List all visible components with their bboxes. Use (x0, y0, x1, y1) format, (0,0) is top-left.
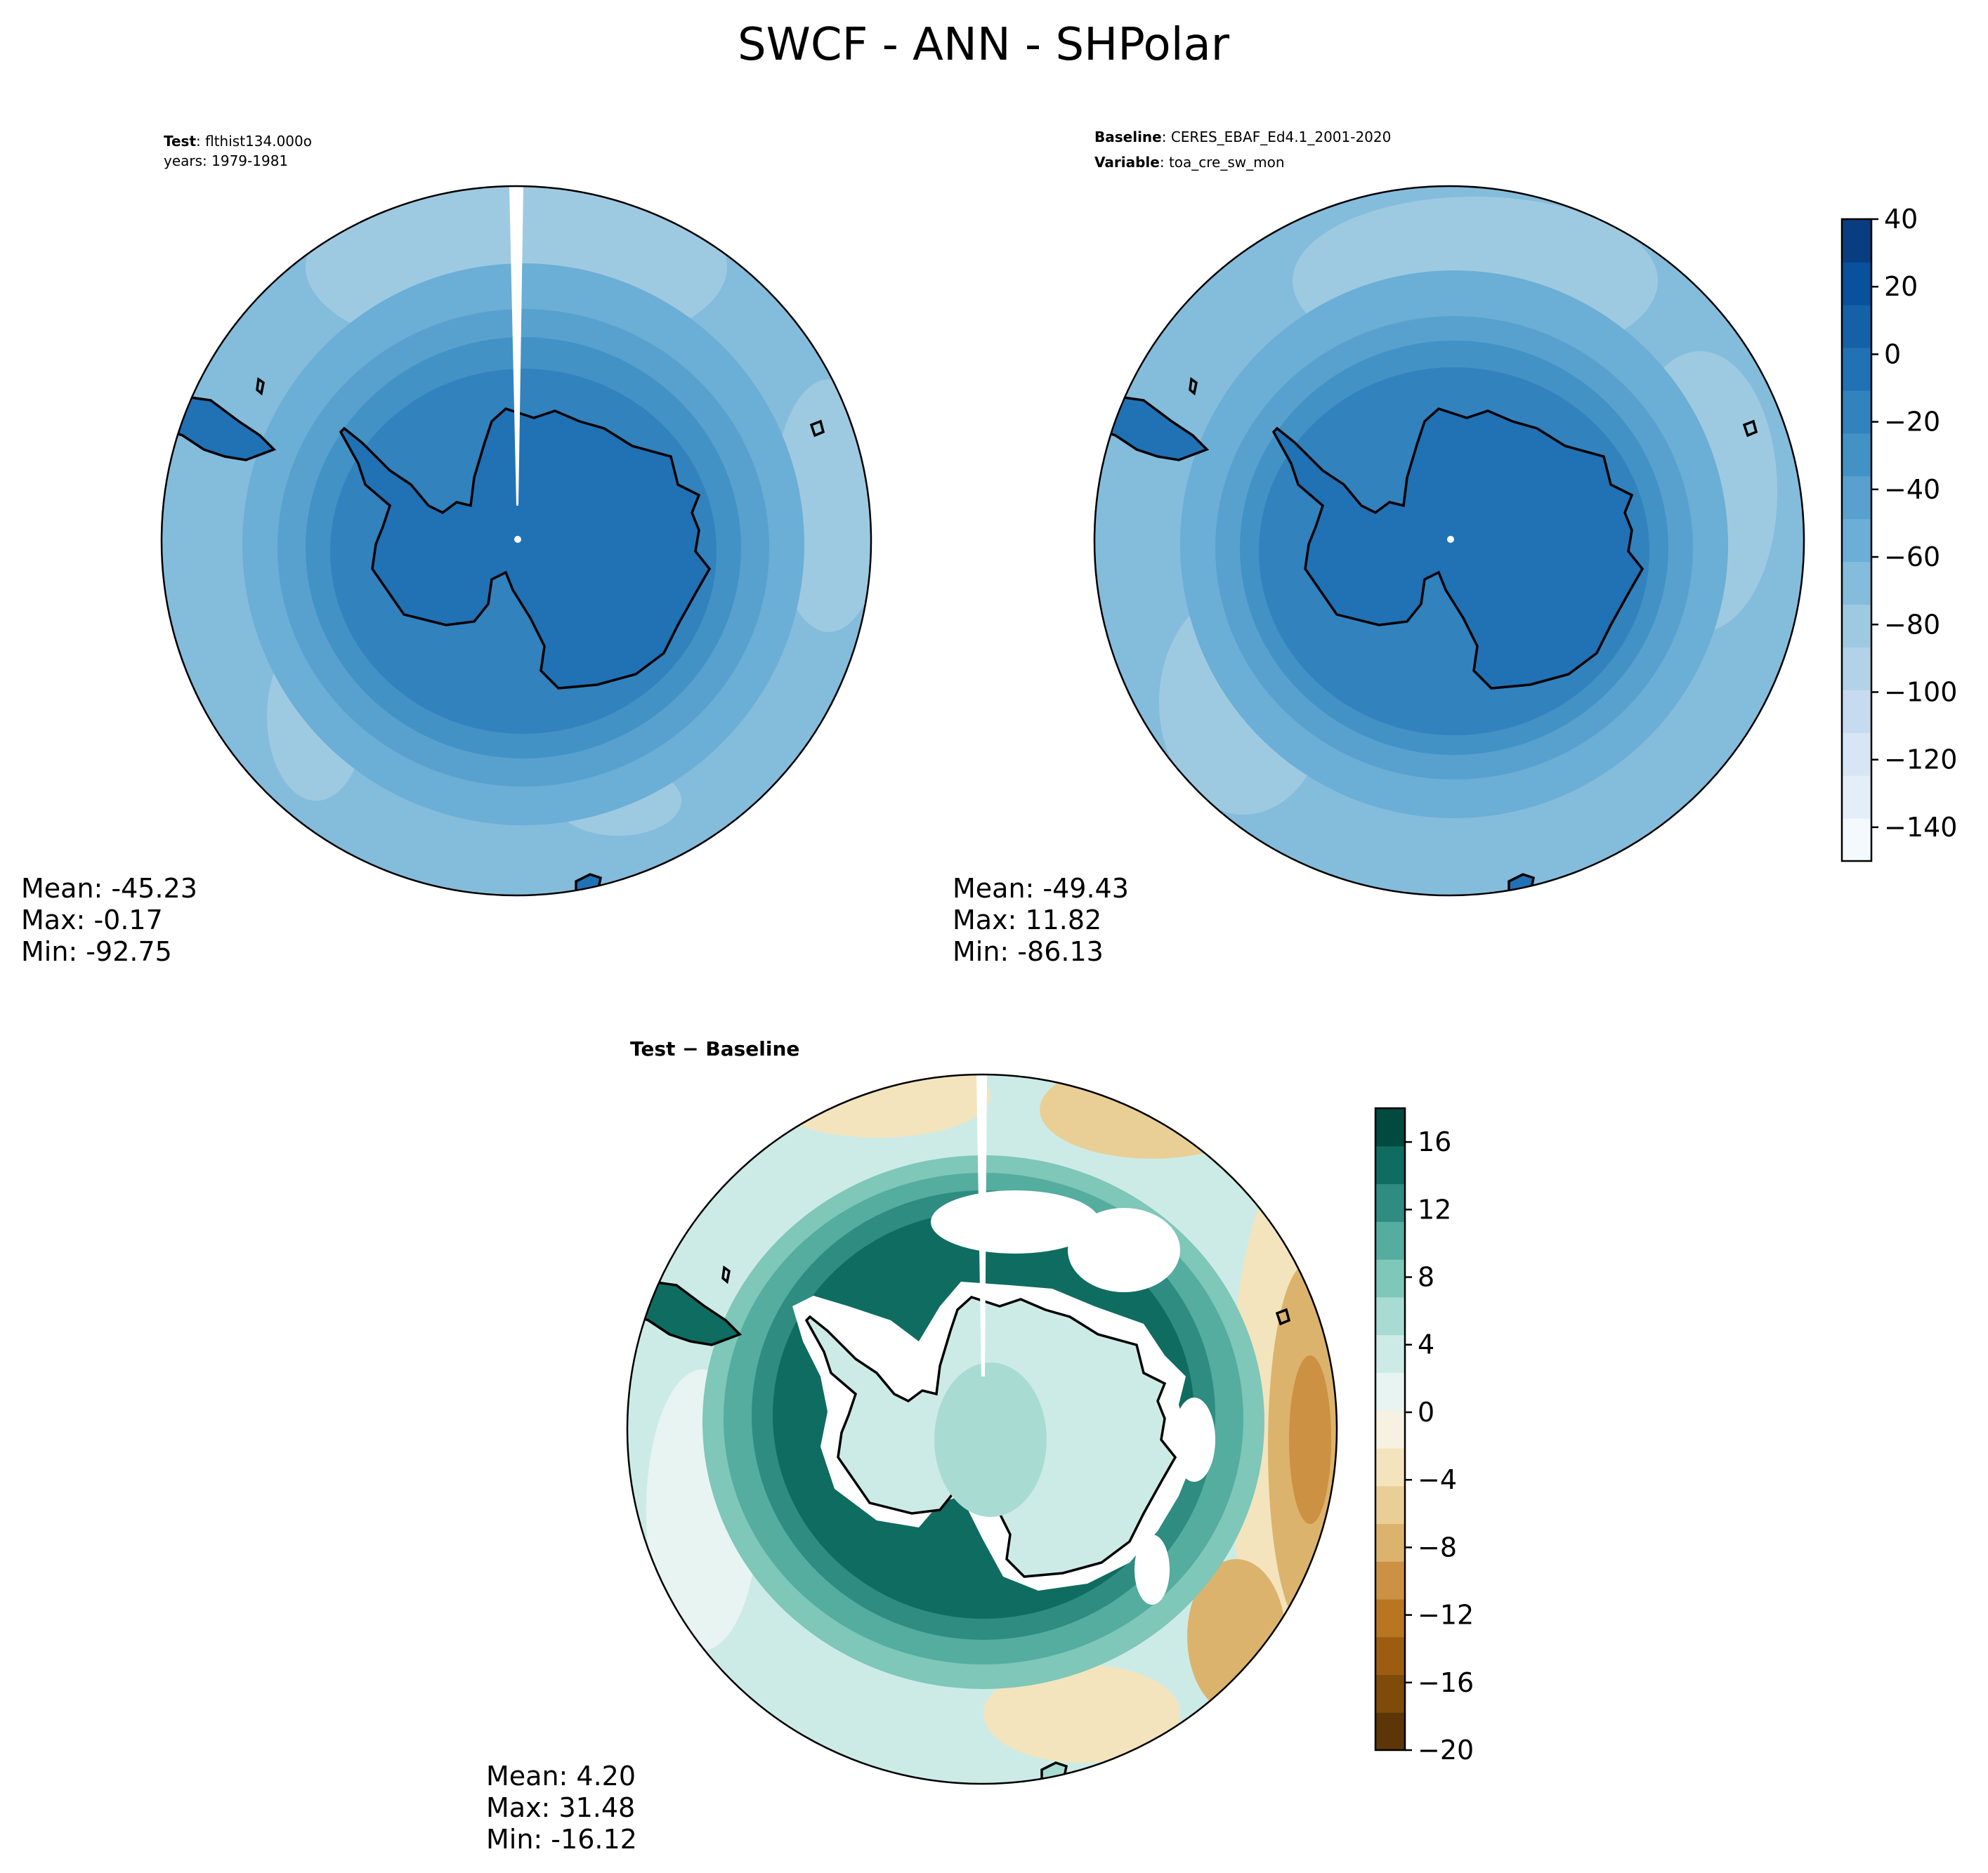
baseline-variable: Variable: toa_cre_sw_mon (1094, 154, 1285, 171)
diff-map-boundary (626, 1073, 1338, 1785)
bottom-colorbar-tick-label: −12 (1418, 1600, 1474, 1631)
top-colorbar-segment (1842, 261, 1871, 305)
bottom-colorbar-tick-label: 4 (1418, 1329, 1434, 1360)
top-colorbar-segment (1842, 604, 1871, 648)
top-colorbar-segment (1842, 647, 1871, 690)
top-colorbar-segment (1842, 561, 1871, 605)
bottom-colorbar-segment (1375, 1259, 1405, 1298)
test-label-rest: : flthist134.000o (196, 133, 312, 150)
top-colorbar-segment (1842, 818, 1871, 862)
top-colorbar-tick-label: 40 (1884, 204, 1918, 235)
top-colorbar-frame (1840, 218, 1873, 862)
bottom-colorbar-segment (1375, 1447, 1405, 1487)
top-colorbar-segment (1842, 347, 1871, 391)
baseline-min: Min: -86.13 (953, 936, 1104, 967)
bottom-colorbar-segment (1375, 1674, 1405, 1713)
bottom-colorbar-segment (1375, 1598, 1405, 1638)
test-max: Max: -0.17 (21, 905, 163, 935)
top-colorbar-segment (1842, 690, 1871, 733)
top-colorbar-tick-label: 0 (1884, 339, 1901, 369)
bottom-colorbar-segment (1375, 1183, 1405, 1222)
diff-map (627, 1074, 1337, 1784)
bottom-colorbar-tick-label: 16 (1418, 1126, 1451, 1157)
test-years: years: 1979-1981 (164, 152, 288, 169)
baseline-map (1094, 186, 1804, 895)
diff-min: Min: -16.12 (486, 1824, 637, 1855)
top-colorbar-segment (1842, 475, 1871, 520)
top-colorbar-segment (1842, 219, 1871, 263)
test-header: Test: flthist134.000o (164, 133, 312, 150)
figure-title: SWCF - ANN - SHPolar (738, 19, 1230, 71)
top-colorbar-tick-label: −40 (1884, 474, 1940, 505)
top-colorbar-tick-label: −80 (1884, 609, 1940, 640)
top-colorbar-segment (1842, 390, 1871, 434)
bottom-colorbar-segment (1375, 1296, 1405, 1336)
baseline-mean: Mean: -49.43 (953, 873, 1129, 904)
bottom-colorbar-tick-label: −20 (1418, 1735, 1474, 1766)
bottom-colorbar-segment (1375, 1372, 1405, 1411)
bottom-colorbar-tick-label: −4 (1418, 1464, 1457, 1495)
top-colorbar-tick-label: −60 (1884, 541, 1940, 572)
baseline-label-bold: Baseline (1094, 129, 1162, 145)
test-mean: Mean: -45.23 (21, 873, 197, 904)
diff-max: Max: 31.48 (486, 1792, 635, 1823)
bottom-colorbar-segment (1375, 1410, 1405, 1449)
test-map (162, 186, 871, 895)
bottom-colorbar-tick-label: −16 (1418, 1667, 1474, 1698)
test-panel: Test: flthist134.000o years: 1979-1981 M… (21, 133, 872, 967)
top-colorbar-segment (1842, 433, 1871, 477)
diff-mean: Mean: 4.20 (486, 1761, 636, 1792)
bottom-colorbar-segment (1375, 1485, 1405, 1525)
top-colorbar-tick-label: −100 (1884, 676, 1957, 707)
top-colorbar-tick-label: −140 (1884, 812, 1957, 843)
bottom-colorbar-tick-label: 12 (1418, 1194, 1451, 1225)
baseline-var-bold: Variable (1094, 154, 1160, 171)
top-colorbar-segment (1842, 304, 1871, 348)
bottom-colorbar: 16 12 8 4 0 −4 −8 −12 −16 −20 (1374, 1107, 1474, 1766)
top-colorbar-segment (1842, 732, 1871, 776)
test-map-boundary (160, 185, 872, 897)
bottom-colorbar-tick-label: −8 (1418, 1532, 1457, 1563)
bottom-colorbar-segment (1375, 1108, 1405, 1147)
bottom-colorbar-segment (1375, 1221, 1405, 1260)
bottom-colorbar-tick-label: 8 (1418, 1262, 1434, 1293)
diff-title: Test − Baseline (630, 1037, 799, 1060)
top-colorbar-tick-label: −120 (1884, 744, 1957, 775)
top-colorbar-tick-label: −20 (1884, 407, 1940, 438)
bottom-colorbar-segment (1375, 1145, 1405, 1185)
bottom-colorbar-segment (1375, 1523, 1405, 1562)
baseline-max: Max: 11.82 (953, 905, 1101, 935)
top-colorbar-segment (1842, 775, 1871, 819)
bottom-colorbar-tick-label: 0 (1418, 1397, 1434, 1428)
top-colorbar-segment (1842, 518, 1871, 563)
top-colorbar: 40 20 0 −20 −40 −60 −80 −100 −120 −140 (1840, 204, 1957, 862)
diff-panel: Test − Baseline (486, 1037, 1338, 1855)
bottom-colorbar-segment (1375, 1636, 1405, 1676)
bottom-colorbar-segment (1375, 1712, 1405, 1751)
baseline-header: Baseline: CERES_EBAF_Ed4.1_2001-2020 (1094, 129, 1391, 145)
baseline-panel: Baseline: CERES_EBAF_Ed4.1_2001-2020 Var… (953, 129, 1805, 967)
bottom-colorbar-segment (1375, 1561, 1405, 1600)
baseline-var-rest: : toa_cre_sw_mon (1160, 154, 1285, 171)
top-colorbar-tick-label: 20 (1884, 271, 1918, 302)
bottom-colorbar-frame (1374, 1107, 1406, 1752)
baseline-map-boundary (1093, 185, 1805, 897)
bottom-colorbar-segment (1375, 1334, 1405, 1373)
test-min: Min: -92.75 (21, 936, 172, 967)
baseline-label-rest: : CERES_EBAF_Ed4.1_2001-2020 (1162, 129, 1392, 145)
test-label-bold: Test (164, 133, 196, 150)
